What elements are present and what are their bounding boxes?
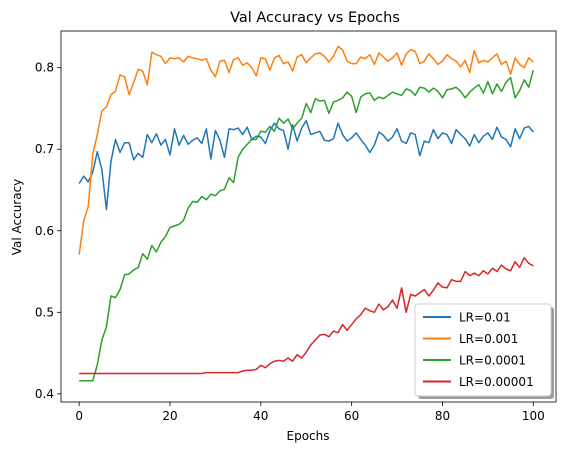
x-tick-label: 20 xyxy=(162,409,177,423)
plot-frame xyxy=(60,30,557,403)
series-line-3 xyxy=(79,256,534,375)
x-tick-label: 0 xyxy=(75,409,83,423)
x-axis: 0 20 40 60 80 100 xyxy=(75,402,545,423)
legend-label-1: LR=0.001 xyxy=(459,332,518,346)
chart-title: Val Accuracy vs Epochs xyxy=(230,10,400,26)
series-line-0 xyxy=(78,119,534,211)
legend-label-0: LR=0.01 xyxy=(459,311,511,325)
legend-label-3: LR=0.00001 xyxy=(459,375,534,389)
y-tick-label: 0.4 xyxy=(35,387,54,401)
y-tick-label: 0.7 xyxy=(35,142,54,156)
y-axis: 0.4 0.5 0.6 0.7 0.8 xyxy=(35,61,61,401)
plot-area xyxy=(60,30,557,403)
y-axis-label: Val Accuracy xyxy=(10,179,24,256)
x-tick-label: 40 xyxy=(253,409,268,423)
x-axis-label: Epochs xyxy=(287,429,330,443)
y-tick-label: 0.5 xyxy=(35,305,54,319)
x-tick-label: 80 xyxy=(435,409,450,423)
legend-label-2: LR=0.0001 xyxy=(459,354,526,368)
x-tick-label: 100 xyxy=(522,409,545,423)
legend-box xyxy=(414,303,552,397)
x-tick-label: 60 xyxy=(344,409,359,423)
y-tick-label: 0.8 xyxy=(35,61,54,75)
series-line-1 xyxy=(78,45,534,255)
series-line-2 xyxy=(79,69,535,382)
y-tick-label: 0.6 xyxy=(35,224,54,238)
legend: LR=0.01 LR=0.001 LR=0.0001 LR=0.00001 xyxy=(414,303,554,399)
